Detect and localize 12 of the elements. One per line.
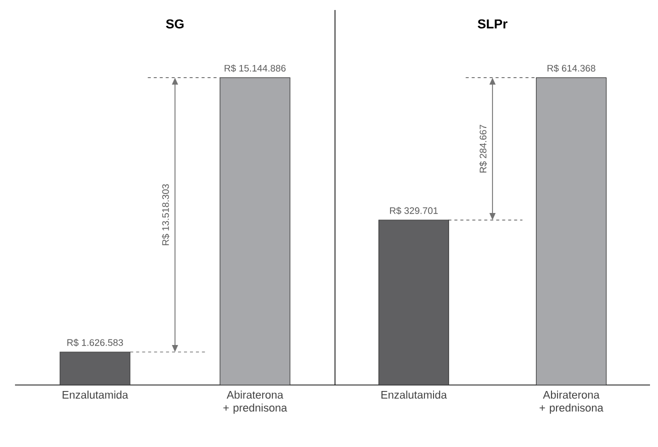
annotation: R$ 13.518.303 [162,184,170,246]
x-tick-label: Enzalutamida [62,390,128,399]
chart-title: SG [166,19,184,28]
chart-title: SLPr [478,19,508,28]
data-label: R$ 1.626.583 [67,338,123,346]
data-label: R$ 15.144.886 [224,64,286,72]
x-tick-label: Abiraterona + prednisona [223,390,288,414]
data-label: R$ 614.368 [548,64,596,72]
x-tick-label: Enzalutamida [381,390,447,399]
annotation: R$ 284.667 [479,124,487,173]
data-label: R$ 329.701 [390,206,438,215]
x-tick-label: Abiraterona + prednisona [540,390,604,414]
